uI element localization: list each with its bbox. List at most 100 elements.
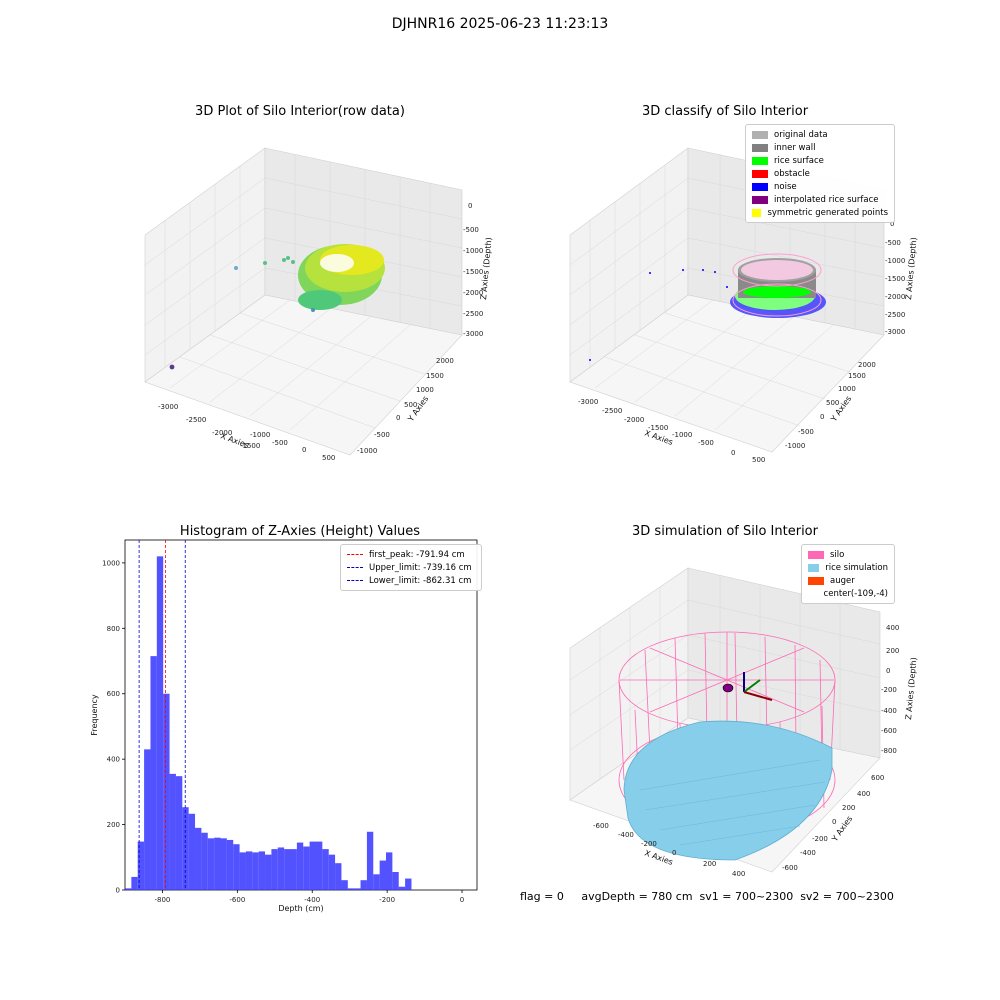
svg-text:1000: 1000 (416, 386, 434, 394)
svg-text:-600: -600 (782, 864, 798, 872)
histogram-bar (144, 749, 151, 890)
histogram-bar (360, 880, 367, 890)
histogram-bar (322, 849, 329, 890)
histogram-bar (341, 880, 348, 890)
histogram-bar (373, 874, 380, 890)
x-tick-label: -200 (379, 896, 395, 904)
raw-y-axis-label: Y Axies (406, 394, 431, 424)
legend-swatch (752, 208, 762, 217)
x-tick-label: -800 (155, 896, 171, 904)
svg-text:0: 0 (302, 446, 306, 454)
legend-item-interpolated-rice-surface: interpolated rice surface (752, 193, 888, 206)
histogram-bar (245, 851, 253, 890)
svg-text:-1500: -1500 (648, 424, 668, 432)
legend-swatch (347, 567, 363, 568)
y-tick-label: 200 (107, 821, 120, 829)
histogram-bar (379, 860, 387, 890)
histogram-bars (125, 556, 412, 890)
svg-text:500: 500 (826, 399, 839, 407)
histogram-bar (220, 838, 227, 890)
histogram-bar (290, 849, 297, 890)
svg-text:-1000: -1000 (885, 257, 905, 265)
legend-item-rice-simulation: rice simulation (808, 561, 888, 574)
svg-text:-500: -500 (272, 439, 288, 447)
svg-text:500: 500 (404, 401, 417, 409)
raw-x-axis-label: X Axies (219, 431, 250, 450)
histogram-bar (335, 863, 342, 890)
histogram-bar (239, 852, 246, 890)
legend-item-original-data: original data (752, 128, 888, 141)
classify-legend: original data inner wall rice surface ob… (745, 124, 895, 223)
svg-text:400: 400 (886, 624, 899, 632)
legend-swatch (752, 130, 768, 139)
histogram-bar (386, 852, 393, 890)
histogram-bar (347, 888, 355, 890)
legend-item-upper-limit: Upper_limit: -739.16 cm (347, 561, 475, 574)
histogram-bar (201, 832, 208, 890)
raw-axes-box (144, 147, 463, 456)
histogram-bar (277, 847, 285, 890)
svg-text:-1500: -1500 (463, 268, 483, 276)
histogram-bar (125, 888, 132, 890)
svg-text:-2500: -2500 (602, 407, 622, 415)
histogram-bar (226, 839, 234, 890)
legend-item-obstacle: obstacle (752, 167, 888, 180)
histogram-bar (366, 831, 374, 890)
histogram-bar (214, 837, 221, 890)
histogram-bar (175, 776, 183, 890)
svg-text:-200: -200 (812, 835, 828, 843)
y-tick-label: 600 (107, 690, 120, 698)
raw-z-tick-labels: 0 -500 -1000 -1500 -2000 -2500 -3000 (463, 202, 483, 338)
x-tick-label: -400 (304, 896, 320, 904)
legend-item-silo: silo (808, 548, 888, 561)
histogram-bar (405, 878, 412, 890)
svg-text:-200: -200 (881, 686, 897, 694)
svg-text:-1000: -1000 (672, 431, 692, 439)
histogram-bar (392, 872, 399, 890)
svg-text:1000: 1000 (838, 385, 856, 393)
classify-panel-title: 3D classify of Silo Interior (641, 104, 809, 119)
histogram-bar (398, 886, 406, 890)
classify-y-tick-labels: -1000 -500 0 500 1000 1500 2000 (785, 361, 876, 450)
svg-text:0: 0 (731, 449, 735, 457)
svg-text:-400: -400 (800, 849, 816, 857)
classify-y-axis-label: Y Axies (829, 394, 854, 424)
legend-swatch (347, 554, 363, 555)
simulation-x-tick-labels: -600 -400 -200 0 200 400 (593, 822, 745, 878)
histogram-bar (252, 852, 259, 890)
legend-swatch (752, 182, 768, 191)
svg-text:2000: 2000 (436, 357, 454, 365)
svg-text:-2500: -2500 (885, 311, 905, 319)
svg-text:-1000: -1000 (785, 442, 805, 450)
y-tick-label: 0 (116, 887, 120, 895)
histogram-title: Histogram of Z-Axies (Height) Values (179, 524, 421, 539)
svg-text:-600: -600 (593, 822, 609, 830)
simulation-y-tick-labels: -600 -400 -200 0 200 400 600 (782, 774, 884, 872)
histogram-bar (195, 827, 202, 890)
svg-text:-2500: -2500 (186, 416, 206, 424)
classify-z-tick-labels: 0 -500 -1000 -1500 -2000 -2500 -3000 (885, 220, 905, 336)
histogram-x-ticks: -800 -600 -400 -200 0 (155, 890, 464, 904)
svg-text:1500: 1500 (426, 372, 444, 380)
simulation-axes-box (569, 567, 881, 873)
svg-text:-2000: -2000 (463, 289, 483, 297)
x-tick-label: 0 (460, 896, 464, 904)
simulation-rice-surface (623, 720, 833, 861)
svg-text:-1000: -1000 (357, 447, 377, 455)
histogram-bar (284, 849, 291, 890)
legend-item-first-peak: first_peak: -791.94 cm (347, 548, 475, 561)
classify-point-cloud (589, 253, 826, 361)
svg-text:400: 400 (732, 870, 745, 878)
svg-text:-1500: -1500 (240, 442, 260, 450)
legend-swatch (752, 156, 768, 165)
histogram-bar (169, 773, 176, 890)
legend-swatch (808, 563, 820, 572)
svg-text:200: 200 (842, 804, 855, 812)
svg-text:-800: -800 (881, 747, 897, 755)
svg-text:500: 500 (752, 456, 765, 464)
legend-item-lower-limit: Lower_limit: -862.31 cm (347, 574, 475, 587)
histogram-bar (328, 854, 336, 890)
svg-text:-200: -200 (641, 840, 657, 848)
svg-text:-3000: -3000 (885, 328, 905, 336)
legend-swatch (808, 550, 824, 559)
